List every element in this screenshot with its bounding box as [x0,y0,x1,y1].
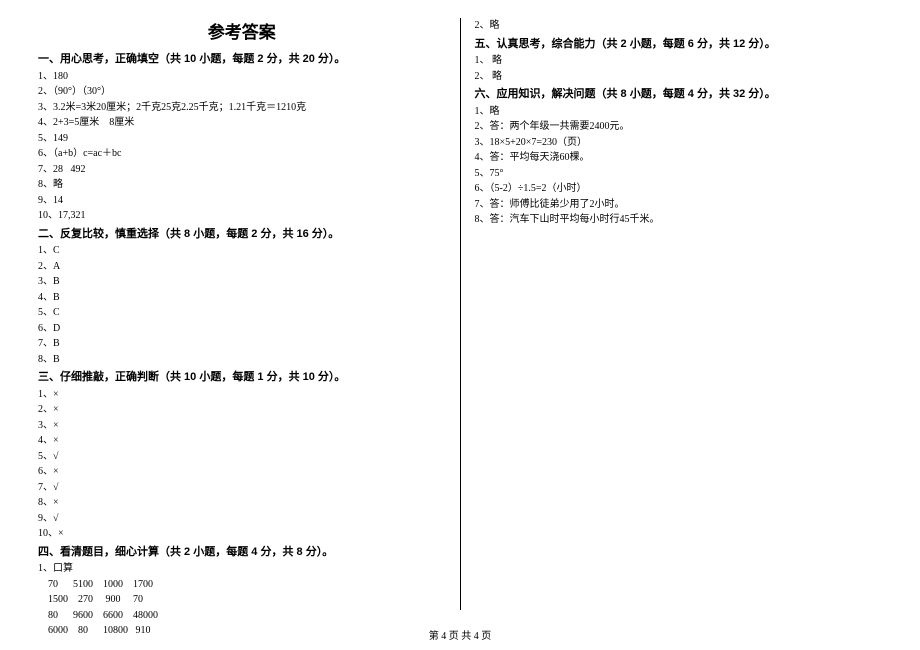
s3-item: 6、× [38,464,446,480]
s1-item: 7、28 492 [38,162,446,178]
s2-item: 3、B [38,274,446,290]
s6-item: 1、略 [475,104,883,120]
s3-item: 7、√ [38,480,446,496]
section-1-heading: 一、用心思考，正确填空（共 10 小题，每题 2 分，共 20 分）。 [38,51,446,69]
s4-row: 1500 270 900 70 [38,592,446,608]
section-4-heading: 四、看清题目，细心计算（共 2 小题，每题 4 分，共 8 分）。 [38,544,446,562]
s6-item: 8、答：汽车下山时平均每小时行45千米。 [475,212,883,228]
section-5-heading: 五、认真思考，综合能力（共 2 小题，每题 6 分，共 12 分）。 [475,36,883,54]
s1-item: 9、14 [38,193,446,209]
section-2-heading: 二、反复比较，慎重选择（共 8 小题，每题 2 分，共 16 分）。 [38,226,446,244]
s1-item: 3、3.2米=3米20厘米；2千克25克2.25千克；1.21千克＝1210克 [38,100,446,116]
s3-item: 5、√ [38,449,446,465]
s6-item: 4、答：平均每天浇60棵。 [475,150,883,166]
s6-item: 6、（5-2）÷1.5=2（小时） [475,181,883,197]
s6-item: 3、18×5+20×7=230（页） [475,135,883,151]
left-column: 参考答案 一、用心思考，正确填空（共 10 小题，每题 2 分，共 20 分）。… [30,18,458,610]
s5-item: 2、 略 [475,69,883,85]
s3-item: 2、× [38,402,446,418]
s2-item: 8、B [38,352,446,368]
s4-row: 80 9600 6600 48000 [38,608,446,624]
s2-item: 1、C [38,243,446,259]
s3-item: 10、× [38,526,446,542]
s1-item: 1、180 [38,69,446,85]
s2-item: 7、B [38,336,446,352]
s2-item: 2、A [38,259,446,275]
s5-item: 1、 略 [475,53,883,69]
s2-item: 6、D [38,321,446,337]
s1-item: 5、149 [38,131,446,147]
s3-item: 8、× [38,495,446,511]
s2-item: 4、B [38,290,446,306]
s6-item: 2、答：两个年级一共需要2400元。 [475,119,883,135]
s4-row: 70 5100 1000 1700 [38,577,446,593]
s3-item: 4、× [38,433,446,449]
s3-item: 1、× [38,387,446,403]
s1-item: 2、（90°）（30°） [38,84,446,100]
s3-item: 3、× [38,418,446,434]
answer-title: 参考答案 [38,18,446,43]
s3-item: 9、√ [38,511,446,527]
s1-item: 8、略 [38,177,446,193]
s2-item: 5、C [38,305,446,321]
s1-item: 10、17,321 [38,208,446,224]
s6-item: 7、答：师傅比徒弟少用了2小时。 [475,197,883,213]
section-6-heading: 六、应用知识，解决问题（共 8 小题，每题 4 分，共 32 分）。 [475,86,883,104]
right-column: 2、略 五、认真思考，综合能力（共 2 小题，每题 6 分，共 12 分）。 1… [463,18,891,610]
section-3-heading: 三、仔细推敲，正确判断（共 10 小题，每题 1 分，共 10 分）。 [38,369,446,387]
column-divider [460,18,461,610]
page-footer: 第 4 页 共 4 页 [0,627,920,642]
s6-item: 5、75° [475,166,883,182]
s1-item: 6、（a+b）c=ac＋bc [38,146,446,162]
s4-continuation: 2、略 [475,18,883,34]
page-content: 参考答案 一、用心思考，正确填空（共 10 小题，每题 2 分，共 20 分）。… [0,0,920,610]
s4-item: 1、口算 [38,561,446,577]
s1-item: 4、2+3=5厘米 8厘米 [38,115,446,131]
